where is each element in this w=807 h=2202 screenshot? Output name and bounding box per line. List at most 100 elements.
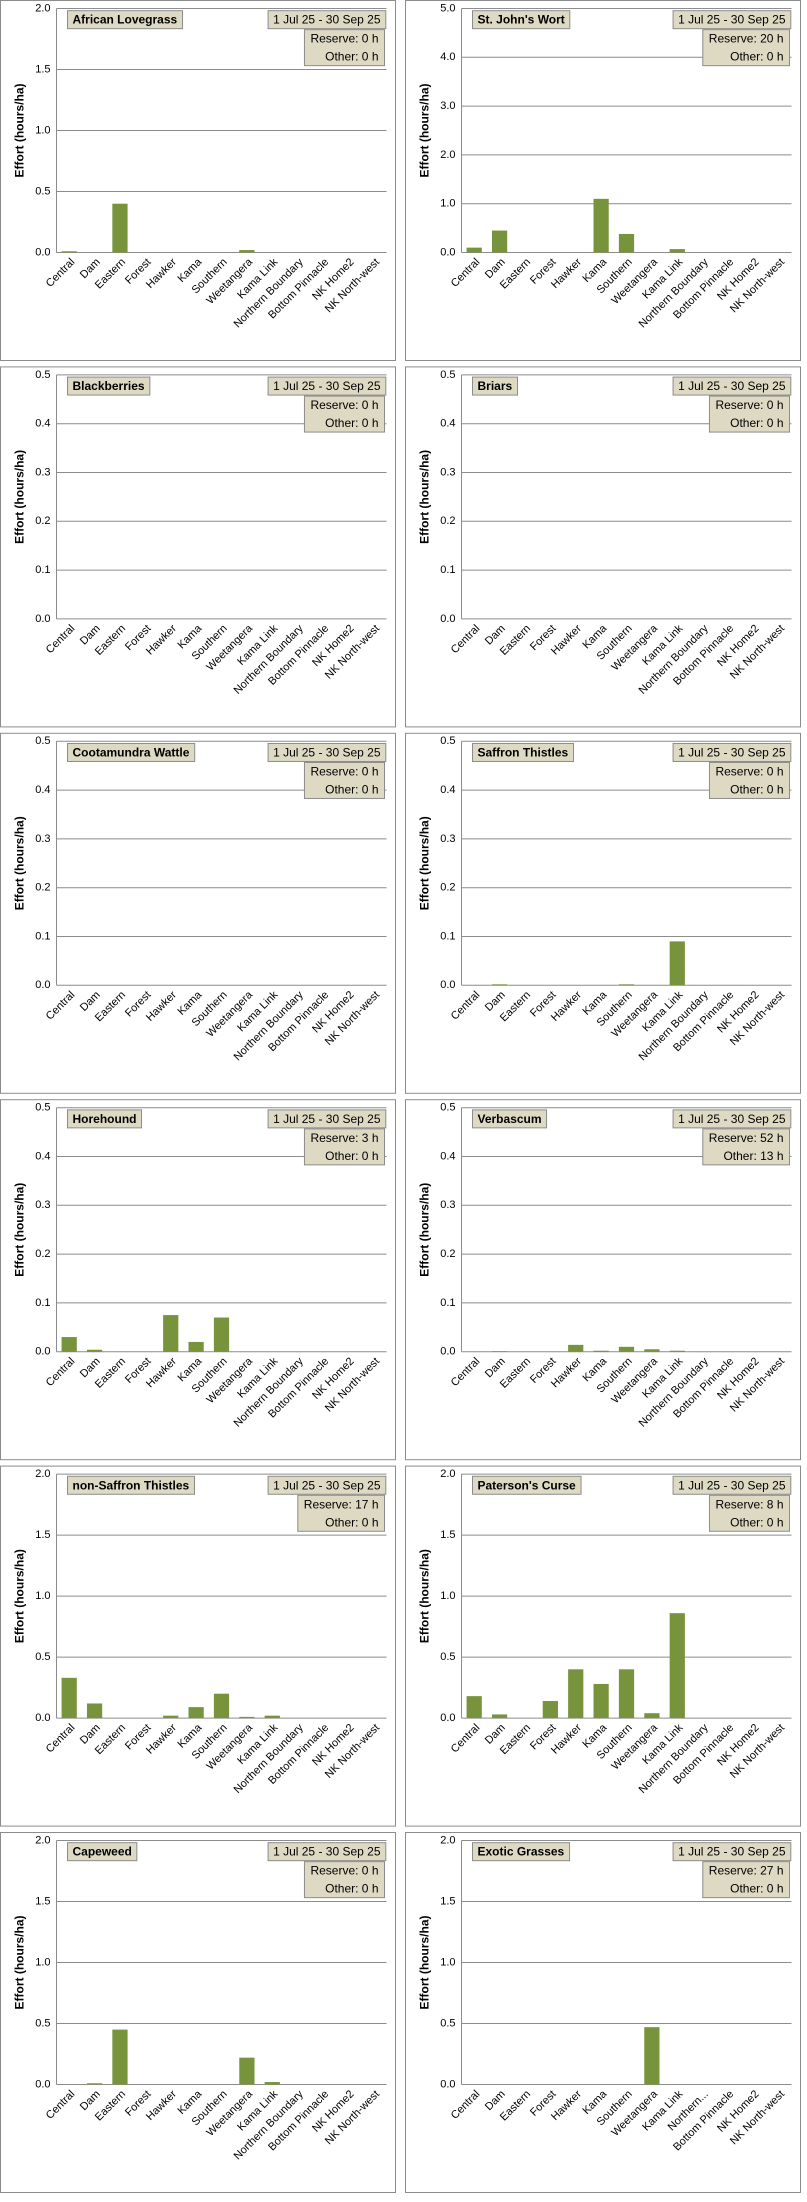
- label-box: [672, 1842, 792, 1862]
- date-range: 1 Jul 25 - 30 Sep 25: [678, 13, 786, 27]
- date-range: 1 Jul 25 - 30 Sep 25: [273, 1478, 381, 1492]
- bar: [593, 198, 609, 253]
- label-box: [267, 1842, 387, 1862]
- chart-title: Paterson's Curse: [478, 1478, 577, 1492]
- bar: [213, 1317, 230, 1352]
- chart-title: non-Saffron Thistles: [73, 1478, 190, 1492]
- date-range: 1 Jul 25 - 30 Sep 25: [678, 745, 786, 759]
- y-tick-label: 0.5: [35, 735, 50, 747]
- y-tick-label: 0.3: [35, 1199, 50, 1211]
- y-tick-label: 0.1: [35, 564, 50, 576]
- y-tick-label: 0.5: [440, 1102, 455, 1114]
- label-box: [303, 1861, 385, 1899]
- bar: [61, 251, 77, 253]
- y-tick-label: 5.0: [440, 2, 455, 14]
- date-range: 1 Jul 25 - 30 Sep 25: [678, 1845, 786, 1859]
- bar: [61, 1677, 77, 1719]
- bar: [112, 2029, 128, 2085]
- label-box: [672, 742, 792, 762]
- bar: [491, 230, 508, 253]
- label-box: [67, 10, 184, 30]
- bar: [568, 1669, 584, 1719]
- y-axis-label: Effort (hours/ha): [13, 450, 27, 544]
- y-tick-label: 0.5: [440, 369, 455, 381]
- y-tick-label: 0.2: [440, 1248, 455, 1260]
- y-tick-label: 0.2: [35, 882, 50, 894]
- y-tick-label: 0.0: [440, 979, 455, 991]
- y-tick-label: 4.0: [440, 51, 455, 63]
- chart-title: Horehound: [73, 1112, 137, 1126]
- annotation: Reserve: 0 h: [310, 1864, 378, 1878]
- label-box: [672, 1109, 792, 1129]
- y-tick-label: 2.0: [440, 149, 455, 161]
- chart-title: African Lovegrass: [73, 13, 178, 27]
- annotation: Reserve: 0 h: [310, 398, 378, 412]
- y-axis-label: Effort (hours/ha): [418, 1549, 432, 1643]
- date-range: 1 Jul 25 - 30 Sep 25: [273, 1845, 381, 1859]
- y-tick-label: 0.3: [440, 466, 455, 478]
- annotation: Reserve: 17 h: [304, 1497, 379, 1511]
- y-axis-label: Effort (hours/ha): [418, 1183, 432, 1277]
- bar: [542, 1701, 558, 1719]
- y-tick-label: 1.0: [440, 198, 455, 210]
- bar: [86, 1349, 103, 1352]
- y-tick-label: 0.4: [35, 784, 50, 796]
- annotation: Other: 0 h: [730, 1882, 783, 1896]
- chart-title: Capeweed: [73, 1845, 132, 1859]
- label-box: [67, 376, 151, 396]
- date-range: 1 Jul 25 - 30 Sep 25: [273, 13, 381, 27]
- y-tick-label: 0.4: [440, 1150, 455, 1162]
- label-box: [702, 1128, 790, 1166]
- chart-title: St. John's Wort: [478, 13, 565, 27]
- label-box: [708, 761, 790, 799]
- y-axis-label: Effort (hours/ha): [418, 816, 432, 910]
- y-tick-label: 1.5: [440, 1895, 455, 1907]
- date-range: 1 Jul 25 - 30 Sep 25: [273, 745, 381, 759]
- y-tick-label: 0.0: [35, 613, 50, 625]
- annotation: Reserve: 3 h: [310, 1131, 378, 1145]
- y-tick-label: 0.3: [35, 466, 50, 478]
- bar: [466, 247, 482, 253]
- bar: [86, 1703, 103, 1719]
- bar: [239, 2057, 255, 2085]
- label-box: [303, 761, 385, 799]
- y-tick-label: 0.5: [440, 2017, 455, 2029]
- annotation: Other: 0 h: [730, 1515, 783, 1529]
- y-axis-label: Effort (hours/ha): [13, 84, 27, 178]
- annotation: Reserve: 0 h: [715, 398, 783, 412]
- y-axis-label: Effort (hours/ha): [13, 1549, 27, 1643]
- y-tick-label: 1.0: [35, 124, 50, 136]
- y-tick-label: 0.0: [35, 1346, 50, 1358]
- bar: [61, 1337, 77, 1352]
- y-tick-label: 0.4: [35, 418, 50, 430]
- y-tick-label: 0.0: [440, 1346, 455, 1358]
- annotation: Reserve: 27 h: [709, 1864, 784, 1878]
- label-box: [472, 376, 519, 396]
- y-tick-label: 0.2: [440, 882, 455, 894]
- y-tick-label: 0.0: [440, 613, 455, 625]
- label-box: [267, 10, 387, 30]
- bar: [466, 1696, 482, 1719]
- chart-title: Cootamundra Wattle: [73, 745, 190, 759]
- bar: [644, 1713, 660, 1719]
- bar: [264, 2082, 280, 2085]
- annotation: Reserve: 0 h: [310, 32, 378, 46]
- label-box: [297, 1494, 385, 1532]
- y-tick-label: 0.0: [35, 1712, 50, 1724]
- y-tick-label: 0.1: [440, 564, 455, 576]
- bar: [669, 941, 685, 986]
- y-tick-label: 1.0: [440, 1590, 455, 1602]
- bar: [163, 1315, 179, 1352]
- y-tick-label: 1.0: [35, 1956, 50, 1968]
- bar: [618, 233, 635, 253]
- y-tick-label: 1.5: [440, 1529, 455, 1541]
- chart-title: Blackberries: [73, 379, 145, 393]
- y-tick-label: 1.0: [35, 1590, 50, 1602]
- chart-title: Verbascum: [478, 1112, 542, 1126]
